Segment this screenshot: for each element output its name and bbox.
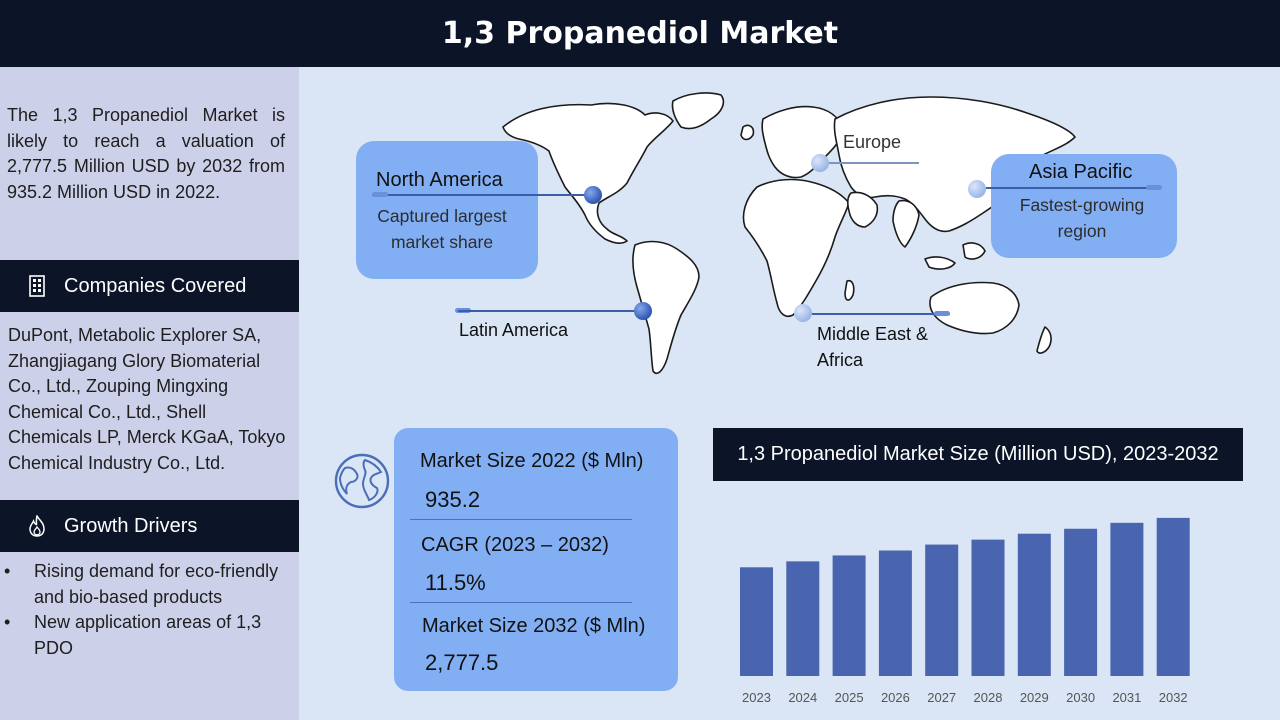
bar-2026 <box>878 550 912 676</box>
x-tick-label: 2029 <box>1020 690 1049 705</box>
drivers-heading: Growth Drivers <box>64 514 198 537</box>
bar-2027 <box>925 544 959 676</box>
north-america-dot <box>584 186 602 204</box>
map-uk <box>740 124 755 141</box>
north-america-box <box>356 141 538 279</box>
bar-chart: 2023 2024 2025 2026 2027 2028 2029 2030 2031 2032 <box>740 517 1190 705</box>
north-america-line-cap <box>372 192 388 197</box>
cagr-value: 11.5% <box>425 570 486 595</box>
companies-heading: Companies Covered <box>64 274 247 297</box>
bar-2028 <box>971 539 1005 676</box>
north-america-line <box>372 194 590 196</box>
x-tick-label: 2031 <box>1112 690 1141 705</box>
map-india <box>892 199 920 248</box>
header-bar: 1,3 Propanediol Market <box>0 0 1280 67</box>
bar-2030 <box>1064 528 1098 676</box>
x-tick-label: 2030 <box>1066 690 1095 705</box>
asia-pacific-line-cap <box>1146 185 1162 190</box>
latin-america-dot <box>634 302 652 320</box>
map-north-america <box>502 102 674 244</box>
latin-america-line <box>458 310 638 312</box>
asia-pacific-dot <box>968 180 986 198</box>
north-america-note: Captured largest market share <box>377 206 507 252</box>
bar-2023 <box>740 567 773 676</box>
bar-2031 <box>1110 522 1144 676</box>
mea-title: Middle East & Africa <box>817 324 929 370</box>
driver-item: Rising demand for eco-friendly and bio-b… <box>4 559 296 610</box>
world-map <box>502 92 1076 375</box>
stats-separator <box>410 519 632 520</box>
stats-panel <box>394 428 678 691</box>
x-tick-label: 2023 <box>742 690 771 705</box>
x-tick-label: 2028 <box>974 690 1003 705</box>
map-africa <box>742 178 850 318</box>
x-tick-label: 2024 <box>788 690 817 705</box>
drivers-heading-bar: Growth Drivers <box>0 500 299 552</box>
map-australia <box>929 281 1020 335</box>
map-europe <box>761 105 844 179</box>
asia-pacific-box <box>991 154 1177 258</box>
globe-icon <box>334 453 390 509</box>
europe-line <box>829 162 919 164</box>
market-size-2022-label: Market Size 2022 ($ Mln) <box>420 450 644 472</box>
x-tick-label: 2032 <box>1159 690 1188 705</box>
map-arabia <box>846 191 879 228</box>
asia-pacific-line <box>986 187 1160 189</box>
market-size-2022-value: 935.2 <box>425 487 481 512</box>
mea-dot <box>794 304 812 322</box>
map-madagascar <box>844 279 855 301</box>
mea-line-cap <box>934 311 950 316</box>
bar-2024 <box>786 561 820 676</box>
map-south-america <box>632 240 700 375</box>
europe-title: Europe <box>843 132 902 152</box>
page-title: 1,3 Propanediol Market <box>441 16 839 51</box>
chart-title-bar: 1,3 Propanediol Market Size (Million USD… <box>713 428 1243 481</box>
map-indonesia <box>924 256 956 270</box>
companies-heading-bar: Companies Covered <box>0 260 299 312</box>
asia-pacific-note: Fastest-growing region <box>1019 195 1145 241</box>
latin-america-title: Latin America <box>459 320 569 340</box>
building-icon <box>28 275 46 297</box>
bar-2032 <box>1156 517 1190 676</box>
cagr-label: CAGR (2023 – 2032) <box>421 534 609 556</box>
asia-pacific-title: Asia Pacific <box>1029 161 1133 183</box>
intro-text: The 1,3 Propanediol Market is likely to … <box>7 105 285 202</box>
market-size-2032-value: 2,777.5 <box>425 650 499 675</box>
x-tick-label: 2025 <box>835 690 864 705</box>
mea-line <box>812 313 950 315</box>
x-tick-label: 2026 <box>881 690 910 705</box>
map-greenland <box>671 92 725 130</box>
drivers-list: Rising demand for eco-friendly and bio-b… <box>4 559 296 661</box>
stats-separator <box>410 602 632 603</box>
driver-item: New application areas of 1,3 PDO <box>4 610 296 661</box>
map-borneo <box>962 242 986 260</box>
flame-icon <box>28 514 46 537</box>
bar-2029 <box>1017 533 1051 676</box>
market-size-2032-label: Market Size 2032 ($ Mln) <box>422 615 646 637</box>
sidebar: The 1,3 Propanediol Market is likely to … <box>0 67 299 720</box>
companies-list: DuPont, Metabolic Explorer SA, Zhangjiag… <box>8 325 286 473</box>
europe-dot <box>811 154 829 172</box>
map-asia <box>833 96 1076 233</box>
chart-title: 1,3 Propanediol Market Size (Million USD… <box>737 443 1219 465</box>
north-america-title: North America <box>376 169 503 191</box>
map-new-zealand <box>1036 326 1052 354</box>
bar-2025 <box>832 555 866 676</box>
x-tick-label: 2027 <box>927 690 956 705</box>
